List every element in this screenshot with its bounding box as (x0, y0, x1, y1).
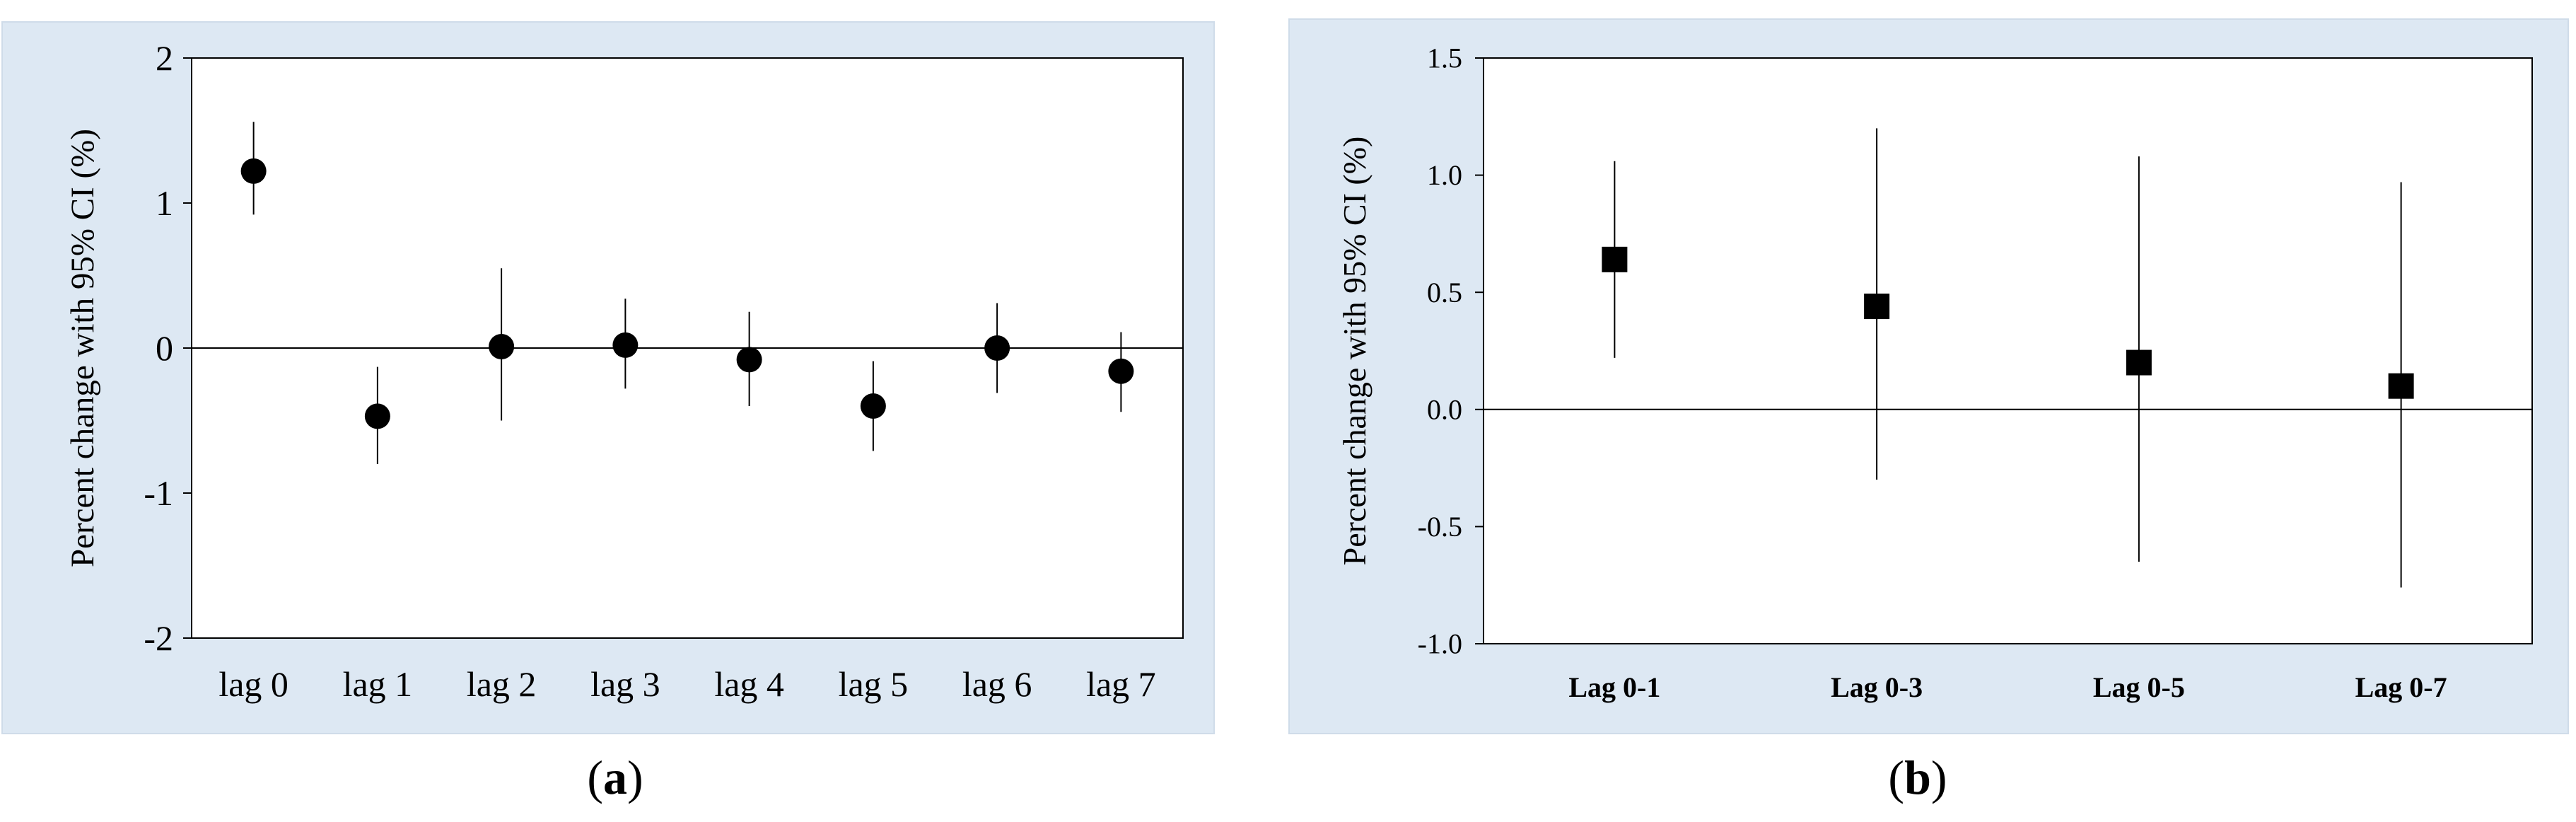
chart-a-point (736, 347, 762, 373)
chart-b-ytick-label: 0.0 (1427, 393, 1462, 425)
chart-a-svg: 2 1 0 -1 -2 lag 0 lag 1 lag 2 lag 3 lag 4 lag 5 lag… (3, 23, 1213, 733)
chart-panel-b: 1.5 1.0 0.5 0.0 -0.5 -1.0 Lag 0-1 Lag 0-3 Lag 0-… (1288, 18, 2569, 734)
chart-b-plot-area (1483, 57, 2533, 644)
chart-a-point (240, 158, 267, 184)
chart-b-xtick-label: Lag 0-1 (1568, 671, 1660, 703)
caption-b: (b) (1888, 751, 1947, 804)
chart-a-point (984, 335, 1010, 361)
chart-b-xtick-label: Lag 0-7 (2355, 671, 2447, 703)
chart-b-ytick-label: 0.5 (1427, 277, 1462, 308)
chart-a-xtick-label: lag 3 (590, 664, 660, 704)
chart-a-xtick-label: lag 6 (962, 664, 1032, 704)
chart-b-xtick-label: Lag 0-5 (2093, 671, 2185, 703)
chart-a-point (860, 393, 886, 419)
chart-b-svg: 1.5 1.0 0.5 0.0 -0.5 -1.0 Lag 0-1 Lag 0-3 Lag 0-… (1290, 20, 2568, 733)
chart-b-point (2388, 373, 2414, 399)
caption-a-letter: a (603, 751, 627, 804)
chart-a-ytick-label: -1 (144, 473, 173, 513)
chart-a-point (1108, 358, 1134, 384)
chart-b-ytick-label: -1.0 (1418, 628, 1462, 660)
chart-a-xtick-label: lag 1 (343, 664, 413, 704)
chart-a-xtick-label: lag 5 (839, 664, 909, 704)
chart-b-point (1864, 294, 1890, 320)
chart-a-ytick-label: 1 (156, 183, 173, 223)
chart-a-ylabel: Percent change with 95% CI (%) (64, 129, 101, 567)
caption-a: (a) (587, 751, 643, 804)
chart-b-xtick-label: Lag 0-3 (1831, 671, 1923, 703)
chart-a-xtick-label: lag 2 (467, 664, 537, 704)
chart-b-point (2126, 349, 2152, 376)
chart-a-point (364, 403, 390, 429)
chart-a-xtick-label: lag 4 (714, 664, 784, 704)
chart-b-ytick-label: 1.5 (1427, 42, 1462, 74)
chart-b-ylabel: Percent change with 95% CI (%) (1336, 137, 1372, 566)
chart-a-xtick-label: lag 0 (218, 664, 289, 704)
caption-b-letter: b (1904, 751, 1931, 804)
chart-a-ytick-label: 0 (156, 328, 173, 368)
chart-a-xtick-label: lag 7 (1086, 664, 1156, 704)
chart-panel-a: 2 1 0 -1 -2 lag 0 lag 1 lag 2 lag 3 lag 4 lag 5 lag… (1, 21, 1215, 734)
chart-a-point (612, 332, 639, 358)
chart-a-point (489, 333, 515, 359)
chart-b-ytick-label: -0.5 (1418, 511, 1462, 543)
chart-a-ytick-label: -2 (144, 618, 173, 658)
chart-b-point (1602, 246, 1628, 272)
chart-b-ytick-label: 1.0 (1427, 159, 1462, 191)
chart-a-ytick-label: 2 (156, 38, 173, 78)
